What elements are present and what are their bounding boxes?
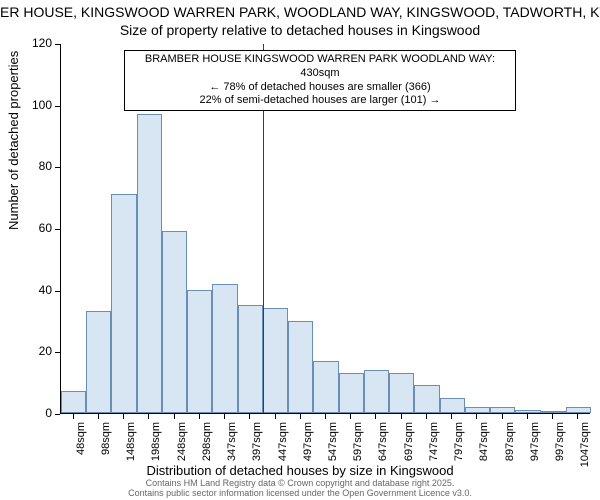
- y-tick: [55, 414, 60, 415]
- x-tick: [325, 414, 326, 419]
- y-tick-label: 60: [22, 221, 52, 235]
- y-tick: [55, 106, 60, 107]
- histogram-bar: [238, 305, 263, 413]
- histogram-bar: [86, 311, 111, 413]
- chart-title-line2: Size of property relative to detached ho…: [0, 22, 600, 38]
- histogram-bar: [490, 407, 515, 413]
- x-tick-label: 347sqm: [226, 422, 238, 472]
- x-tick: [552, 414, 553, 419]
- histogram-bar: [515, 410, 540, 413]
- x-tick: [527, 414, 528, 419]
- x-tick-label: 747sqm: [428, 422, 440, 472]
- y-tick-label: 100: [22, 98, 52, 112]
- x-tick: [451, 414, 452, 419]
- x-tick-label: 597sqm: [352, 422, 364, 472]
- x-tick: [350, 414, 351, 419]
- x-tick-label: 847sqm: [478, 422, 490, 472]
- footer-line2: Contains public sector information licen…: [0, 488, 600, 498]
- histogram-bar: [541, 411, 566, 413]
- histogram-bar: [111, 194, 136, 413]
- y-tick: [55, 44, 60, 45]
- y-axis-title: Number of detached properties: [6, 51, 21, 230]
- x-tick: [249, 414, 250, 419]
- annotation-line2: ← 78% of detached houses are smaller (36…: [129, 81, 511, 95]
- x-tick-label: 98sqm: [100, 422, 112, 472]
- y-tick-label: 80: [22, 159, 52, 173]
- x-tick: [73, 414, 74, 419]
- histogram-bar: [465, 407, 490, 413]
- x-tick: [148, 414, 149, 419]
- y-tick-label: 20: [22, 344, 52, 358]
- x-tick: [300, 414, 301, 419]
- histogram-bar: [162, 231, 187, 413]
- x-tick-label: 298sqm: [201, 422, 213, 472]
- histogram-bar: [263, 308, 288, 413]
- histogram-bar: [440, 398, 465, 413]
- histogram-bar: [313, 361, 338, 413]
- x-tick-label: 547sqm: [327, 422, 339, 472]
- x-tick-label: 797sqm: [453, 422, 465, 472]
- histogram-bar: [364, 370, 389, 413]
- histogram-bar: [187, 290, 212, 413]
- x-tick: [174, 414, 175, 419]
- x-tick-label: 697sqm: [403, 422, 415, 472]
- x-tick: [123, 414, 124, 419]
- x-tick-label: 1047sqm: [579, 422, 591, 472]
- chart-title-line1: ER HOUSE, KINGSWOOD WARREN PARK, WOODLAN…: [0, 4, 600, 20]
- x-tick: [275, 414, 276, 419]
- x-tick: [476, 414, 477, 419]
- x-tick-label: 497sqm: [302, 422, 314, 472]
- x-tick: [375, 414, 376, 419]
- y-tick-label: 120: [22, 36, 52, 50]
- x-tick-label: 397sqm: [251, 422, 263, 472]
- annotation-line3: 22% of semi-detached houses are larger (…: [129, 94, 511, 108]
- x-tick-label: 447sqm: [277, 422, 289, 472]
- x-tick: [577, 414, 578, 419]
- y-tick: [55, 291, 60, 292]
- x-tick-label: 248sqm: [176, 422, 188, 472]
- x-tick-label: 198sqm: [150, 422, 162, 472]
- x-tick: [426, 414, 427, 419]
- histogram-bar: [414, 385, 439, 413]
- x-tick-label: 897sqm: [504, 422, 516, 472]
- histogram-bar: [339, 373, 364, 413]
- x-tick-label: 997sqm: [554, 422, 566, 472]
- footer-attribution: Contains HM Land Registry data © Crown c…: [0, 478, 600, 498]
- histogram-bar: [137, 114, 162, 413]
- y-tick: [55, 167, 60, 168]
- histogram-bar: [61, 391, 86, 413]
- x-tick-label: 947sqm: [529, 422, 541, 472]
- histogram-bar: [212, 284, 237, 414]
- y-tick-label: 40: [22, 283, 52, 297]
- x-tick: [502, 414, 503, 419]
- y-tick: [55, 229, 60, 230]
- x-tick-label: 647sqm: [377, 422, 389, 472]
- y-tick: [55, 352, 60, 353]
- annotation-box: BRAMBER HOUSE KINGSWOOD WARREN PARK WOOD…: [124, 50, 516, 111]
- y-tick-label: 0: [22, 406, 52, 420]
- x-tick: [401, 414, 402, 419]
- histogram-bar: [566, 407, 591, 413]
- histogram-bar: [288, 321, 313, 414]
- x-tick: [199, 414, 200, 419]
- x-tick: [224, 414, 225, 419]
- annotation-line1: BRAMBER HOUSE KINGSWOOD WARREN PARK WOOD…: [129, 53, 511, 81]
- footer-line1: Contains HM Land Registry data © Crown c…: [0, 478, 600, 488]
- x-tick-label: 148sqm: [125, 422, 137, 472]
- x-tick: [98, 414, 99, 419]
- x-tick-label: 48sqm: [75, 422, 87, 472]
- histogram-bar: [389, 373, 414, 413]
